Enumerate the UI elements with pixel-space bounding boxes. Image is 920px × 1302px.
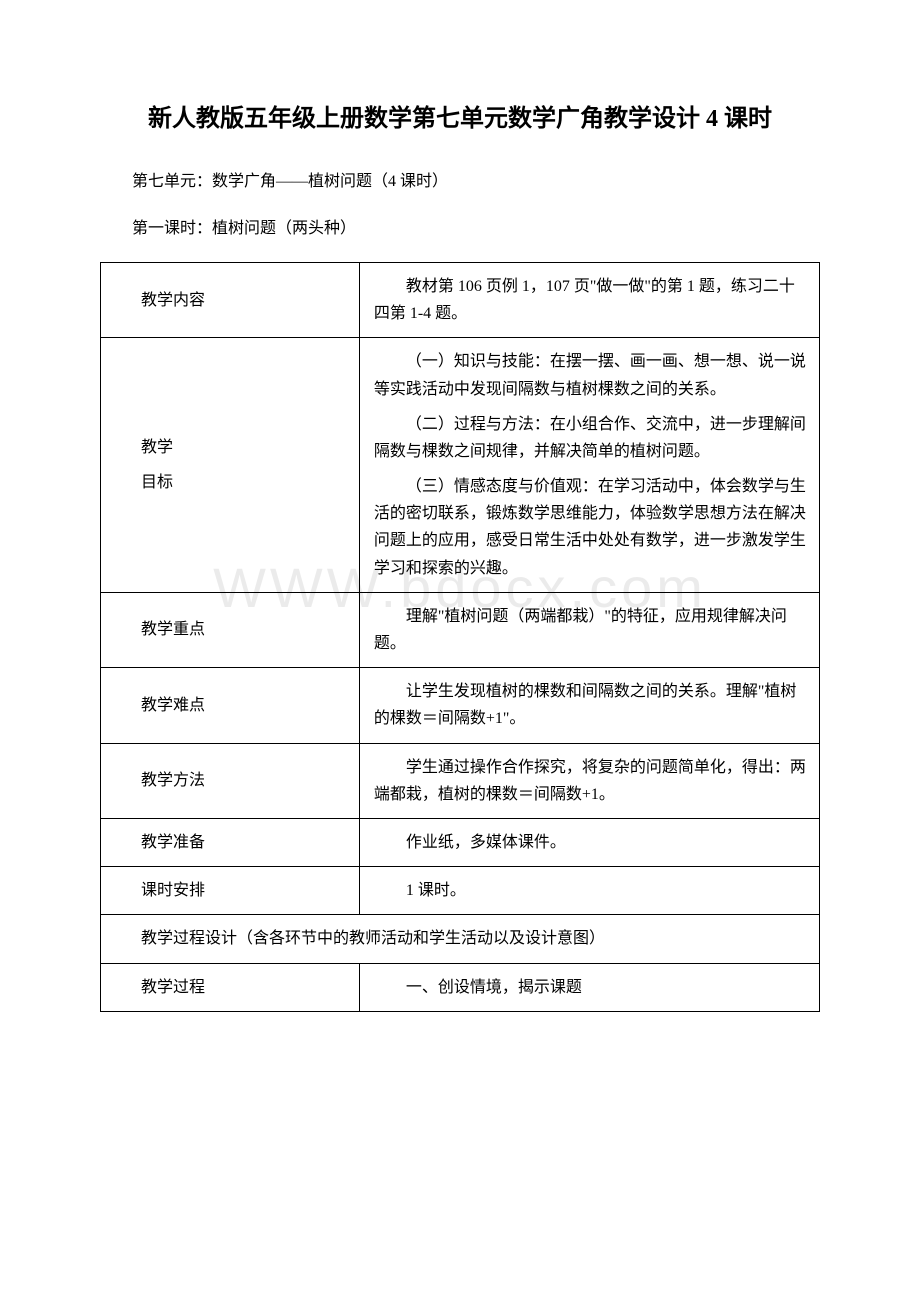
content-paragraph: 作业纸，多媒体课件。 [374, 829, 809, 856]
row-label: 教学过程 [101, 963, 360, 1011]
table-row: 教学内容 教材第 106 页例 1，107 页"做一做"的第 1 题，练习二十四… [101, 262, 820, 337]
table-row: 教学重点 理解"植树问题（两端都栽）"的特征，应用规律解决问题。 [101, 592, 820, 667]
content-paragraph: 一、创设情境，揭示课题 [374, 974, 809, 1001]
table-row: 课时安排 1 课时。 [101, 867, 820, 915]
row-label: 教学内容 [101, 262, 360, 337]
table-row: 教学准备 作业纸，多媒体课件。 [101, 818, 820, 866]
intro-unit: 第七单元：数学广角——植树问题（4 课时） [100, 168, 820, 197]
row-content: 让学生发现植树的棵数和间隔数之间的关系。理解"植树的棵数＝间隔数+1"。 [359, 668, 819, 743]
content-paragraph: （三）情感态度与价值观：在学习活动中，体会数学与生活的密切联系，锻炼数学思维能力… [374, 473, 809, 582]
content-paragraph: 学生通过操作合作探究，将复杂的问题简单化，得出：两端都栽，植树的棵数＝间隔数+1… [374, 754, 809, 808]
content-paragraph: 1 课时。 [374, 877, 809, 904]
row-content: （一）知识与技能：在摆一摆、画一画、想一想、说一说等实践活动中发现间隔数与植树棵… [359, 338, 819, 593]
label-line: 教学 [141, 430, 349, 465]
lesson-plan-table: 教学内容 教材第 106 页例 1，107 页"做一做"的第 1 题，练习二十四… [100, 262, 820, 1012]
content-paragraph: 理解"植树问题（两端都栽）"的特征，应用规律解决问题。 [374, 603, 809, 657]
content-paragraph: 让学生发现植树的棵数和间隔数之间的关系。理解"植树的棵数＝间隔数+1"。 [374, 678, 809, 732]
table-row: 教学过程设计（含各环节中的教师活动和学生活动以及设计意图） [101, 915, 820, 963]
content-paragraph: （一）知识与技能：在摆一摆、画一画、想一想、说一说等实践活动中发现间隔数与植树棵… [374, 348, 809, 402]
page-title: 新人教版五年级上册数学第七单元数学广角教学设计 4 课时 [100, 100, 820, 138]
row-content: 1 课时。 [359, 867, 819, 915]
row-label: 教学难点 [101, 668, 360, 743]
row-content: 一、创设情境，揭示课题 [359, 963, 819, 1011]
document-content: 新人教版五年级上册数学第七单元数学广角教学设计 4 课时 第七单元：数学广角——… [100, 100, 820, 1012]
row-full: 教学过程设计（含各环节中的教师活动和学生活动以及设计意图） [101, 915, 820, 963]
label-line: 目标 [141, 465, 349, 500]
row-label: 教学方法 [101, 743, 360, 818]
table-row: 教学过程 一、创设情境，揭示课题 [101, 963, 820, 1011]
row-label: 教学重点 [101, 592, 360, 667]
content-paragraph: （二）过程与方法：在小组合作、交流中，进一步理解间隔数与棵数之间规律，并解决简单… [374, 411, 809, 465]
table-row: 教学难点 让学生发现植树的棵数和间隔数之间的关系。理解"植树的棵数＝间隔数+1"… [101, 668, 820, 743]
table-row: 教学 目标 （一）知识与技能：在摆一摆、画一画、想一想、说一说等实践活动中发现间… [101, 338, 820, 593]
row-content: 学生通过操作合作探究，将复杂的问题简单化，得出：两端都栽，植树的棵数＝间隔数+1… [359, 743, 819, 818]
intro-lesson: 第一课时：植树问题（两头种） [100, 215, 820, 244]
row-content: 作业纸，多媒体课件。 [359, 818, 819, 866]
row-content: 理解"植树问题（两端都栽）"的特征，应用规律解决问题。 [359, 592, 819, 667]
table-row: 教学方法 学生通过操作合作探究，将复杂的问题简单化，得出：两端都栽，植树的棵数＝… [101, 743, 820, 818]
row-content: 教材第 106 页例 1，107 页"做一做"的第 1 题，练习二十四第 1-4… [359, 262, 819, 337]
content-paragraph: 教材第 106 页例 1，107 页"做一做"的第 1 题，练习二十四第 1-4… [374, 273, 809, 327]
row-label: 教学准备 [101, 818, 360, 866]
row-label: 教学 目标 [101, 338, 360, 593]
row-label: 课时安排 [101, 867, 360, 915]
